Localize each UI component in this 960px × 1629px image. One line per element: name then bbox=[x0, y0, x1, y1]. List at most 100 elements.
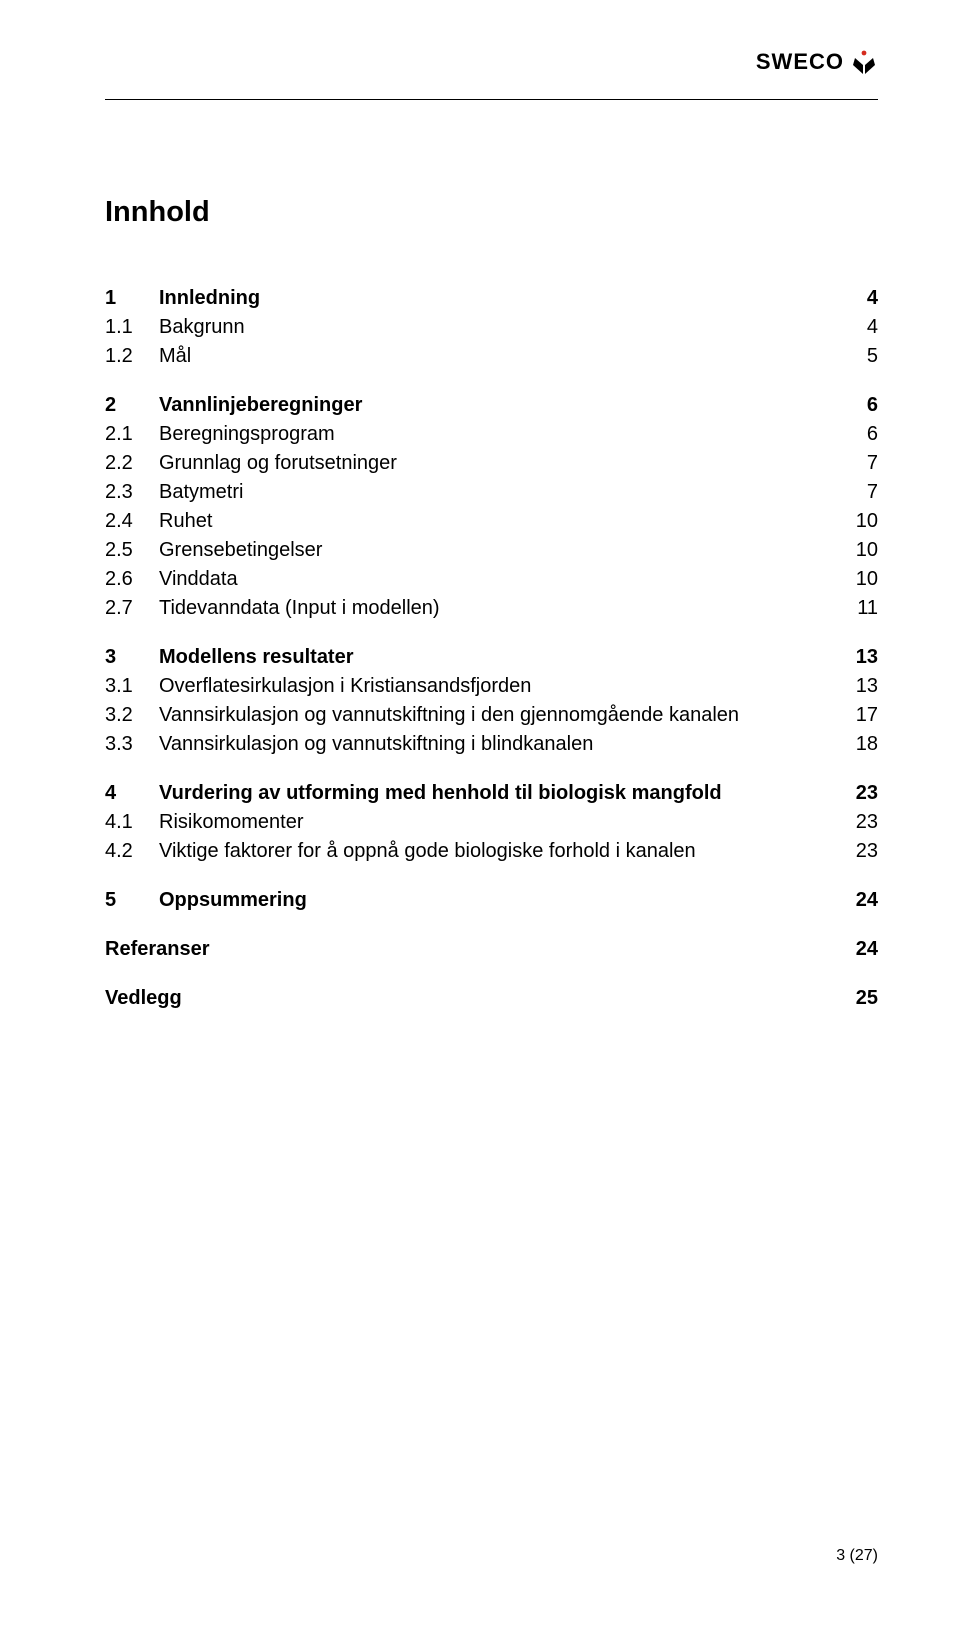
toc-entry-left: 2.2Grunnlag og forutsetninger bbox=[105, 452, 397, 475]
toc-entry-number: 2.4 bbox=[105, 510, 159, 533]
brand-logo: SWECO bbox=[756, 48, 878, 76]
toc-entry-page: 13 bbox=[846, 646, 878, 669]
toc-entry-subsection: 2.2Grunnlag og forutsetninger 7 bbox=[105, 452, 878, 475]
toc-entry-number: 2.1 bbox=[105, 423, 159, 446]
toc-entry-left: 2.4Ruhet bbox=[105, 510, 212, 533]
toc-entry-title: Tidevanndata (Input i modellen) bbox=[159, 597, 440, 620]
toc-entry-left: 4Vurdering av utforming med henhold til … bbox=[105, 782, 722, 805]
toc-entry-section: 2Vannlinjeberegninger 6 bbox=[105, 394, 878, 417]
toc-entry-left: 2Vannlinjeberegninger bbox=[105, 394, 362, 417]
toc-entry-page: 7 bbox=[846, 481, 878, 504]
toc-entry-number: 3.3 bbox=[105, 733, 159, 756]
toc-entry-number: 2.5 bbox=[105, 539, 159, 562]
toc-entry-subsection: 2.4Ruhet10 bbox=[105, 510, 878, 533]
toc-entry-unnumbered: Referanser 24 bbox=[105, 938, 878, 961]
toc-entry-subsection: 3.2Vannsirkulasjon og vannutskiftning i … bbox=[105, 704, 878, 727]
toc-entry-subsection: 2.7Tidevanndata (Input i modellen) 11 bbox=[105, 597, 878, 620]
toc-entry-section: 1Innledning 4 bbox=[105, 287, 878, 310]
toc-entry-left: 5Oppsummering bbox=[105, 889, 307, 912]
toc-entry-left: Referanser bbox=[105, 938, 210, 961]
toc-entry-subsection: 2.5Grensebetingelser10 bbox=[105, 539, 878, 562]
toc-entry-number: 2.3 bbox=[105, 481, 159, 504]
toc-entry-number: 3.1 bbox=[105, 675, 159, 698]
page-number: 3 (27) bbox=[836, 1547, 878, 1564]
toc-entry-number: 2 bbox=[105, 394, 159, 417]
toc-entry-left: 2.6Vinddata bbox=[105, 568, 238, 591]
toc-entry-left: 2.1Beregningsprogram bbox=[105, 423, 335, 446]
toc-entry-page: 4 bbox=[846, 287, 878, 310]
brand-mark-icon bbox=[850, 48, 878, 76]
toc-entry-page: 5 bbox=[846, 345, 878, 368]
toc-entry-number: 4.2 bbox=[105, 840, 159, 863]
toc-entry-left: 2.3Batymetri bbox=[105, 481, 243, 504]
toc-entry-subsection: 3.3Vannsirkulasjon og vannutskiftning i … bbox=[105, 733, 878, 756]
toc-entry-title: Vannlinjeberegninger bbox=[159, 394, 362, 417]
toc-entry-title: Mål bbox=[159, 345, 191, 368]
toc-entry-page: 7 bbox=[846, 452, 878, 475]
toc-entry-number: 3.2 bbox=[105, 704, 159, 727]
toc-gap bbox=[105, 620, 878, 646]
toc-entry-title: Vannsirkulasjon og vannutskiftning i bli… bbox=[159, 733, 593, 756]
toc-entry-left: 2.7Tidevanndata (Input i modellen) bbox=[105, 597, 440, 620]
toc-entry-title: Referanser bbox=[105, 938, 210, 961]
toc-entry-number: 1.1 bbox=[105, 316, 159, 339]
toc-entry-page: 17 bbox=[846, 704, 878, 727]
toc-entry-title: Grensebetingelser bbox=[159, 539, 322, 562]
toc-entry-title: Vannsirkulasjon og vannutskiftning i den… bbox=[159, 704, 739, 727]
toc-entry-subsection: 3.1Overflatesirkulasjon i Kristiansandsf… bbox=[105, 675, 878, 698]
toc-entry-title: Batymetri bbox=[159, 481, 243, 504]
toc-entry-left: 1.1Bakgrunn bbox=[105, 316, 245, 339]
toc-entry-left: 4.1Risikomomenter bbox=[105, 811, 303, 834]
toc-entry-number: 4 bbox=[105, 782, 159, 805]
toc-entry-title: Bakgrunn bbox=[159, 316, 245, 339]
toc-entry-page: 18 bbox=[846, 733, 878, 756]
toc-entry-page: 23 bbox=[846, 811, 878, 834]
toc-entry-left: 4.2Viktige faktorer for å oppnå gode bio… bbox=[105, 840, 696, 863]
toc-entry-subsection: 4.1Risikomomenter 23 bbox=[105, 811, 878, 834]
toc-entry-subsection: 2.3Batymetri 7 bbox=[105, 481, 878, 504]
toc-entry-page: 6 bbox=[846, 394, 878, 417]
toc-entry-title: Viktige faktorer for å oppnå gode biolog… bbox=[159, 840, 696, 863]
toc-entry-number: 2.6 bbox=[105, 568, 159, 591]
toc-entry-left: 3Modellens resultater bbox=[105, 646, 354, 669]
toc-entry-subsection: 1.1Bakgrunn 4 bbox=[105, 316, 878, 339]
toc-entry-left: 3.1Overflatesirkulasjon i Kristiansandsf… bbox=[105, 675, 531, 698]
toc-entry-page: 10 bbox=[846, 568, 878, 591]
toc-entry-title: Grunnlag og forutsetninger bbox=[159, 452, 397, 475]
header: SWECO bbox=[105, 42, 878, 100]
toc-entry-number: 1.2 bbox=[105, 345, 159, 368]
toc-entry-subsection: 2.1Beregningsprogram 6 bbox=[105, 423, 878, 446]
toc-entry-number: 4.1 bbox=[105, 811, 159, 834]
toc-entry-page: 4 bbox=[846, 316, 878, 339]
toc-gap bbox=[105, 756, 878, 782]
page-footer: 3 (27) bbox=[836, 1547, 878, 1565]
toc-entry-left: 3.2Vannsirkulasjon og vannutskiftning i … bbox=[105, 704, 739, 727]
toc-entry-title: Vedlegg bbox=[105, 987, 182, 1010]
page: SWECO Innhold 1Innledning41.1Bakgrunn41.… bbox=[0, 0, 960, 1629]
toc-entry-left: 1Innledning bbox=[105, 287, 260, 310]
toc-entry-title: Beregningsprogram bbox=[159, 423, 335, 446]
toc-entry-page: 11 bbox=[846, 597, 878, 620]
toc-entry-title: Innledning bbox=[159, 287, 260, 310]
toc-entry-title: Ruhet bbox=[159, 510, 212, 533]
toc-entry-title: Modellens resultater bbox=[159, 646, 354, 669]
toc-entry-left: 2.5Grensebetingelser bbox=[105, 539, 322, 562]
toc-entry-page: 24 bbox=[846, 889, 878, 912]
toc-entry-subsection: 4.2Viktige faktorer for å oppnå gode bio… bbox=[105, 840, 878, 863]
doc-title: Innhold bbox=[105, 196, 878, 229]
toc-entry-title: Risikomomenter bbox=[159, 811, 303, 834]
toc-entry-section: 4Vurdering av utforming med henhold til … bbox=[105, 782, 878, 805]
toc-gap bbox=[105, 368, 878, 394]
toc-entry-section: 3Modellens resultater 13 bbox=[105, 646, 878, 669]
toc-entry-number: 3 bbox=[105, 646, 159, 669]
toc-entry-page: 24 bbox=[846, 938, 878, 961]
toc-gap bbox=[105, 912, 878, 938]
table-of-contents: 1Innledning 4 1.1Bakgrunn 4 1.2Mål 5 2Vannlinj… bbox=[105, 287, 878, 1010]
toc-entry-title: Vinddata bbox=[159, 568, 238, 591]
toc-gap bbox=[105, 863, 878, 889]
toc-entry-page: 23 bbox=[846, 782, 878, 805]
toc-entry-page: 6 bbox=[846, 423, 878, 446]
toc-entry-left: Vedlegg bbox=[105, 987, 182, 1010]
content: Innhold 1Innledning 4 1.1Bakgrunn 4 1.2Mål 5 2… bbox=[105, 100, 878, 1010]
toc-gap bbox=[105, 961, 878, 987]
